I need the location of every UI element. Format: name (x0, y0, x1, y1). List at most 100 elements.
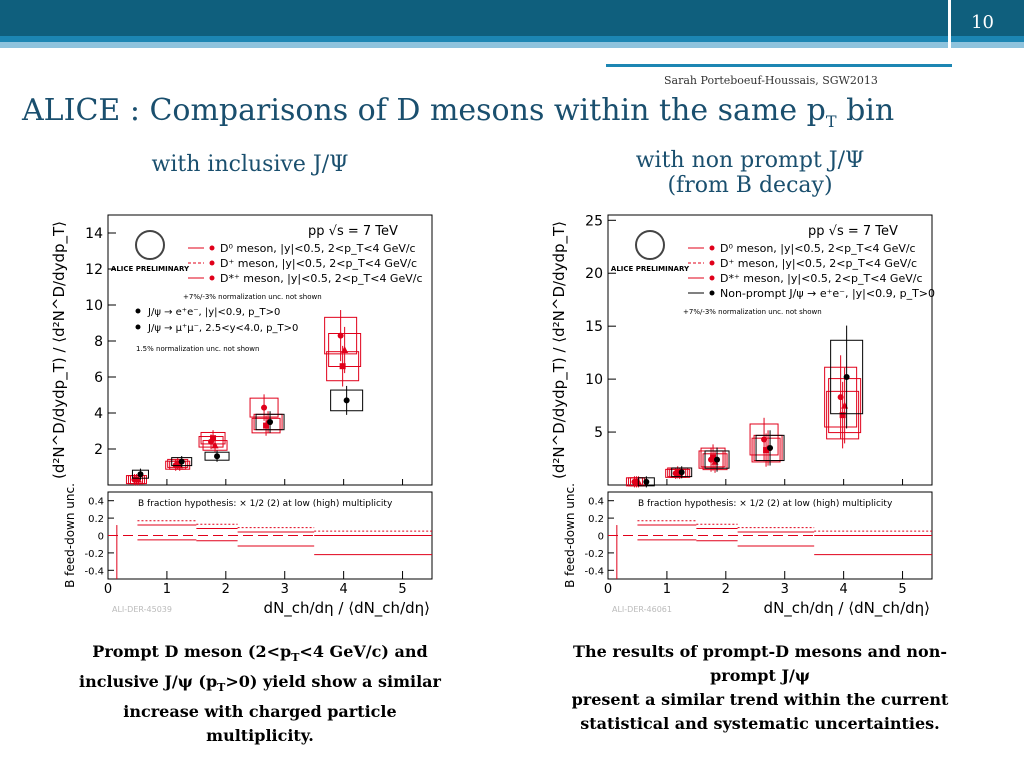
data-point (174, 460, 181, 467)
legend-entry: D⁰ meson, |y|<0.5, 2<p_T<4 GeV/c (720, 242, 916, 255)
x-axis-label: dN_ch/dη / ⟨dN_ch/dη⟩ (764, 599, 930, 618)
x-axis-label: dN_ch/dη / ⟨dN_ch/dη⟩ (264, 599, 430, 618)
sub-y-tick-label: 0 (598, 532, 604, 543)
x-tick-label: 1 (163, 582, 171, 597)
legend-marker (135, 324, 141, 330)
legend-marker (209, 260, 215, 266)
legend-entry: D*⁺ meson, |y|<0.5, 2<p_T<4 GeV/c (220, 272, 423, 285)
sub-y-tick-label: 0.4 (588, 497, 604, 508)
author-credit: Sarah Porteboeuf-Houssais, SGW2013 (664, 74, 878, 87)
sub-panel-text: B fraction hypothesis: × 1/2 (2) at low … (638, 499, 893, 509)
data-point (633, 478, 640, 485)
data-point (343, 397, 350, 404)
legend-marker (709, 275, 715, 281)
data-point (643, 478, 650, 485)
y-tick-label: 8 (94, 334, 103, 350)
data-point (137, 471, 144, 478)
legend-marker (709, 260, 715, 266)
data-point (261, 404, 268, 411)
logo-text: ALICE PRELIMINARY (611, 265, 690, 273)
legend-entry: D*⁺ meson, |y|<0.5, 2<p_T<4 GeV/c (720, 272, 923, 285)
y-tick-label: 5 (594, 425, 603, 441)
data-point (210, 435, 217, 442)
y-tick-label: 12 (85, 262, 103, 278)
sub-y-tick-label: -0.2 (84, 549, 104, 560)
legend-marker (209, 275, 215, 281)
right-caption: The results of prompt-D mesons and non- … (571, 642, 949, 733)
y-axis-label: (d²N^D/dydp_T) / ⟨d²N^D/dydp_T⟩ (550, 221, 569, 479)
sub-y-axis-label: B feed-down unc. (563, 483, 577, 588)
data-point (211, 441, 219, 449)
left-heading: with inclusive J/Ψ (151, 152, 349, 177)
right-heading: with non prompt J/Ψ (from B decay) (635, 148, 865, 198)
header-band (0, 0, 1024, 67)
x-tick-label: 2 (722, 582, 730, 597)
x-tick-label: 4 (839, 582, 847, 597)
chart-right: 5 10 15 20 25 0 1 2 3 4 5 0.4 0.2 0 -0.2 -0.4 (d²N^D/dyd… (550, 213, 935, 618)
y-tick-label: 20 (585, 266, 603, 282)
normalization-note: 1.5% normalization unc. not shown (136, 345, 259, 353)
watermark: ALI-DER-46061 (612, 605, 672, 614)
alice-logo-icon (135, 230, 165, 260)
data-point (678, 469, 685, 476)
legend-entry: D⁰ meson, |y|<0.5, 2<p_T<4 GeV/c (220, 242, 416, 255)
legend-marker (135, 308, 141, 314)
data-point (710, 454, 717, 461)
sub-y-tick-label: 0 (98, 532, 104, 543)
y-axis-label: (d²N^D/dydp_T) / ⟨d²N^D/dydp_T⟩ (50, 221, 69, 479)
data-point (839, 412, 846, 419)
data-point (214, 453, 221, 460)
slide-title: ALICE : Comparisons of D mesons within t… (22, 93, 895, 131)
legend-entry: D⁺ meson, |y|<0.5, 2<p_T<4 GeV/c (720, 257, 917, 270)
data-point (767, 444, 774, 451)
x-tick-label: 0 (604, 582, 612, 597)
main-plot-frame (107, 214, 433, 486)
data-point (674, 469, 681, 476)
legend-entry: J/ψ → μ⁺μ⁻, 2.5<y<4.0, p_T>0 (147, 323, 298, 334)
plot-title: pp √s = 7 TeV (808, 224, 898, 239)
x-tick-label: 1 (663, 582, 671, 597)
legend-entry: Non-prompt J/ψ → e⁺e⁻, |y|<0.9, p_T>0 (720, 287, 935, 300)
y-tick-label: 25 (585, 213, 603, 229)
y-tick-label: 4 (94, 406, 103, 422)
plot-title: pp √s = 7 TeV (308, 224, 398, 239)
data-point (843, 374, 850, 380)
legend-entry: D⁺ meson, |y|<0.5, 2<p_T<4 GeV/c (220, 257, 417, 270)
sub-y-tick-label: -0.4 (584, 566, 604, 577)
sub-y-tick-label: -0.2 (584, 549, 604, 560)
normalization-note: +7%/-3% normalization unc. not shown (683, 308, 822, 316)
slide-number: 10 (971, 12, 994, 33)
sub-y-tick-label: 0.4 (88, 497, 104, 508)
y-tick-label: 14 (85, 226, 103, 242)
x-tick-label: 3 (281, 582, 289, 597)
legend-marker (209, 245, 215, 251)
watermark: ALI-DER-45039 (112, 605, 172, 614)
sub-y-tick-label: 0.2 (88, 514, 104, 525)
data-point (337, 332, 344, 339)
y-tick-label: 6 (94, 370, 103, 386)
sub-y-tick-label: -0.4 (84, 566, 104, 577)
data-point (267, 419, 274, 425)
sub-panel-text: B fraction hypothesis: × 1/2 (2) at low … (138, 499, 393, 509)
y-tick-label: 15 (585, 319, 603, 335)
x-tick-label: 0 (104, 582, 112, 597)
x-tick-label: 4 (339, 582, 347, 597)
y-tick-label: 10 (585, 372, 603, 388)
normalization-note: +7%/-3% normalization unc. not shown (183, 293, 322, 301)
data-point (134, 475, 142, 483)
legend-marker (709, 290, 715, 296)
x-tick-label: 5 (398, 582, 406, 597)
left-caption: Prompt D meson (2<pT<4 GeV/c) and inclus… (79, 642, 441, 746)
x-tick-label: 3 (781, 582, 789, 597)
main-plot-frame (607, 214, 933, 486)
alice-logo-icon (635, 230, 665, 260)
data-point (263, 422, 270, 429)
x-tick-label: 2 (222, 582, 230, 597)
sub-y-tick-label: 0.2 (588, 514, 604, 525)
legend-marker (709, 245, 715, 251)
data-point (178, 458, 185, 465)
data-point (341, 346, 349, 353)
y-tick-label: 10 (85, 298, 103, 314)
y-tick-label: 2 (94, 442, 103, 458)
